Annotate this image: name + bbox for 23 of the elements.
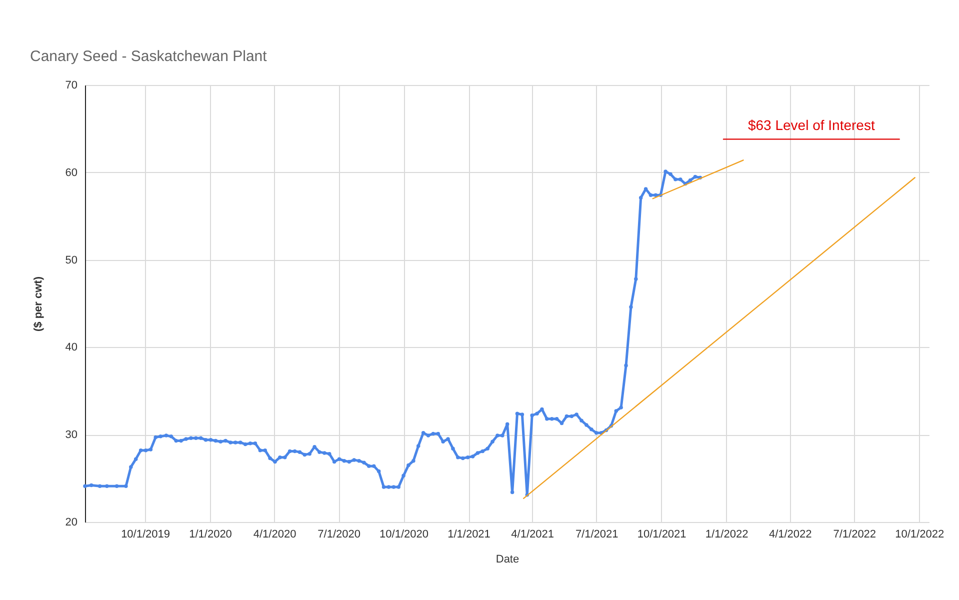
x-tick-label: 7/1/2021 xyxy=(575,528,618,540)
series-label: $63 Level of Interest xyxy=(748,117,875,134)
x-axis-title: Date xyxy=(496,554,520,566)
x-tick-label: 4/1/2020 xyxy=(253,528,296,540)
x-tick-label: 10/1/2020 xyxy=(380,528,428,540)
y-tick-label: 20 xyxy=(65,516,78,528)
x-tick-label: 1/1/2021 xyxy=(448,528,490,540)
x-tick-label: 7/1/2020 xyxy=(318,528,360,540)
x-tick-label: 4/1/2021 xyxy=(511,528,554,540)
x-tick-label: 4/1/2022 xyxy=(768,528,812,540)
y-axis-title: ($ per cwt) xyxy=(32,276,44,332)
y-tick-label: 70 xyxy=(65,80,78,92)
x-tick-label: 10/1/2021 xyxy=(637,528,686,540)
x-tick-label: 7/1/2022 xyxy=(833,528,876,540)
x-tick-label: 1/1/2022 xyxy=(705,528,748,540)
y-tick-label: 30 xyxy=(65,429,78,442)
y-tick-label: 40 xyxy=(65,342,78,354)
x-tick-label: 10/1/2019 xyxy=(121,528,170,540)
y-tick-label: 50 xyxy=(65,254,78,266)
x-tick-label: 10/1/2022 xyxy=(895,528,944,540)
y-tick-label: 60 xyxy=(65,166,78,179)
chart-title: Canary Seed - Saskatchewan Plant xyxy=(30,48,268,65)
x-tick-label: 1/1/2020 xyxy=(189,528,232,540)
